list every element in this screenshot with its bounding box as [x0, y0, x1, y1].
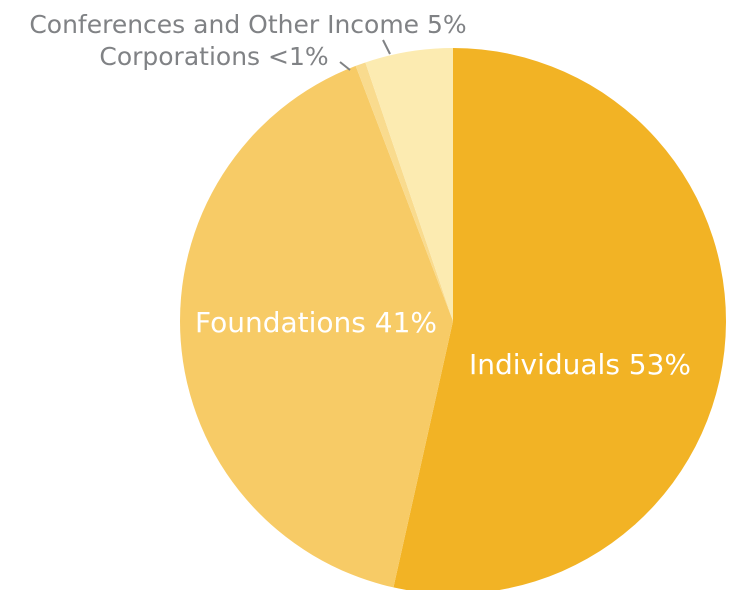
- slice-label-foundations: Foundations 41%: [195, 306, 437, 339]
- pie-slice-conferences-and-other-income: [365, 48, 453, 321]
- slice-label-corporations: Corporations <1%: [99, 42, 328, 71]
- slice-labels: Individuals 53% Foundations 41% Corporatio…: [29, 10, 691, 381]
- label-leader-lines: [339, 39, 391, 71]
- leader-line-conferences-and-other-income: [382, 39, 391, 55]
- pie-slice-individuals: [393, 48, 726, 594]
- pie-slices: [179, 48, 726, 594]
- slice-label-individuals: Individuals 53%: [469, 348, 691, 381]
- leader-line-corporations: [339, 61, 351, 71]
- pie-slice-corporations: [355, 62, 453, 321]
- pie-slice-foundations: [179, 65, 453, 588]
- slice-label-conferences-and-other-income: Conferences and Other Income 5%: [29, 10, 466, 39]
